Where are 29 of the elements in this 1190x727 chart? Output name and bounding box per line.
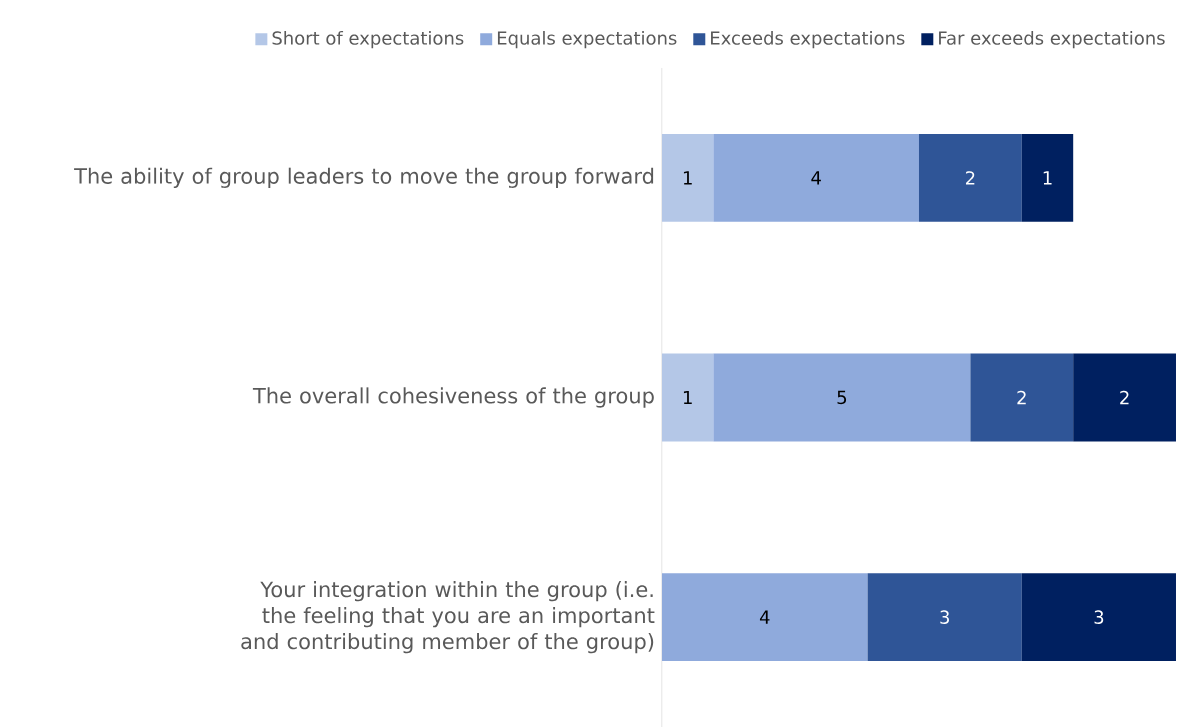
legend-label: Far exceeds expectations [939, 30, 1165, 49]
data-label: 3 [1094, 610, 1104, 624]
bar [1021, 573, 1176, 662]
data-label: 2 [965, 171, 975, 185]
y-tick-label: The ability of group leaders to move the group forward [74, 167, 654, 188]
data-label: 2 [1017, 390, 1026, 405]
data-label: 1 [683, 390, 692, 405]
legend-label: Equals expectations [497, 30, 677, 49]
data-label: 2 [1120, 390, 1129, 405]
legend-label: Short of expectations [272, 30, 464, 49]
y-tick-label: Your integration within the group (i.e. the feeling that you are an important and contributing member of the group) [241, 581, 655, 654]
bar [970, 353, 1074, 442]
data-label: 1 [683, 171, 692, 185]
bar [919, 133, 1022, 222]
bar [1073, 353, 1176, 442]
bar [661, 133, 714, 222]
data-label: 3 [940, 610, 949, 624]
data-label: 4 [811, 171, 821, 185]
y-tick-label: The overall cohesiveness of the group [252, 387, 654, 408]
data-label: 5 [837, 390, 847, 405]
bar [713, 133, 919, 222]
bar [661, 573, 868, 662]
bar [661, 353, 714, 442]
bar [1021, 133, 1074, 222]
bar [713, 353, 971, 442]
data-label: 4 [759, 610, 770, 624]
legend-label: Exceeds expectations [711, 30, 905, 49]
data-label: 1 [1043, 171, 1052, 185]
bar [867, 573, 1022, 662]
